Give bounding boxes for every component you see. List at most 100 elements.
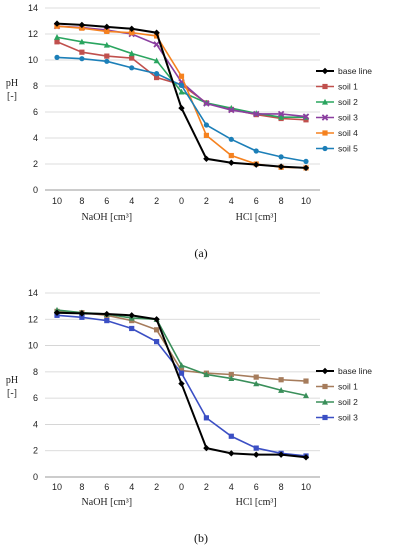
data-point — [228, 375, 235, 382]
data-point — [203, 100, 210, 107]
x-tick-label: 4 — [229, 482, 234, 492]
data-point — [277, 110, 285, 118]
x-group-label-hcl: HCl [cm³] — [236, 497, 277, 508]
data-point — [278, 114, 285, 120]
data-point — [53, 309, 61, 316]
data-point — [303, 158, 309, 164]
data-point — [103, 41, 110, 48]
x-tick-label: 8 — [79, 482, 84, 492]
data-point — [228, 371, 234, 378]
data-point — [228, 159, 235, 166]
chart-panel-1: 0 2 4 6 8 10 12 14 10 8 6 4 2 0 2 4 6 8 10 NaOH [cm³] HCl [c… — [6, 3, 372, 223]
x-group-label-naoh: NaOH [cm³] — [82, 497, 132, 508]
data-point — [79, 314, 85, 320]
data-point — [252, 110, 260, 118]
series-base-line — [53, 309, 310, 461]
legend: base line soil 1 soil 2 soil 3 soil 4 soil 5 — [316, 66, 372, 154]
x-tick-label: 8 — [79, 196, 84, 206]
x-tick-label: 6 — [104, 196, 109, 206]
series-base-line — [53, 20, 310, 172]
x-tick-label: 2 — [204, 482, 209, 492]
data-point — [78, 310, 86, 317]
x-tick-label: 0 — [179, 482, 184, 492]
data-point — [203, 371, 210, 378]
x-tick-label: 4 — [129, 196, 134, 206]
y-tick-label: 2 — [33, 159, 38, 169]
chart-panel-2: 0 2 4 6 8 10 12 14 10 8 6 4 2 0 2 4 6 8 10 NaOH [cm³] HCl [c… — [6, 288, 372, 508]
legend-label: soil 2 — [338, 97, 358, 107]
data-point — [129, 325, 135, 332]
x-tick-label: 10 — [52, 196, 62, 206]
legend-label: soil 3 — [338, 113, 358, 123]
legend-marker — [322, 414, 328, 421]
data-point — [228, 136, 234, 142]
data-point — [253, 380, 260, 387]
data-point — [153, 41, 160, 48]
series-soil-3 — [53, 22, 310, 120]
data-point — [153, 29, 160, 36]
data-point — [277, 163, 285, 170]
data-point — [178, 367, 185, 374]
legend-marker — [322, 398, 328, 405]
data-point — [278, 377, 284, 383]
y-tick-label: 4 — [33, 419, 38, 429]
legend-marker — [322, 145, 328, 152]
data-point — [203, 155, 210, 162]
x-group-label-hcl: HCl [cm³] — [236, 212, 277, 223]
legend-marker — [322, 130, 328, 136]
legend-marker — [322, 383, 328, 390]
data-point — [103, 310, 110, 318]
y-tick-label: 6 — [33, 107, 38, 117]
data-point — [178, 82, 185, 88]
legend-label: soil 4 — [338, 128, 358, 138]
data-point — [178, 88, 185, 95]
legend-label: soil 1 — [338, 82, 358, 92]
data-point — [104, 318, 110, 324]
data-point — [178, 380, 185, 387]
data-point — [178, 370, 185, 376]
x-tick-label: 8 — [279, 482, 284, 492]
data-point — [253, 451, 260, 458]
data-point — [228, 106, 235, 114]
data-point — [128, 312, 135, 319]
x-tick-label: 10 — [301, 196, 311, 206]
data-point — [278, 154, 284, 160]
data-point — [203, 444, 210, 452]
data-point — [203, 132, 209, 138]
data-point — [154, 33, 160, 39]
y-tick-label: 0 — [33, 185, 38, 195]
y-axis-label: pH — [6, 78, 18, 89]
data-point — [253, 148, 259, 154]
y-tick-label: 12 — [28, 314, 38, 324]
series-line — [56, 22, 307, 169]
data-point — [78, 38, 85, 45]
data-point — [302, 113, 310, 120]
data-point — [302, 164, 310, 172]
data-point — [302, 454, 310, 461]
y-axis-label: [-] — [7, 91, 17, 102]
data-point — [104, 28, 110, 34]
data-point — [54, 39, 60, 45]
series-line — [56, 25, 307, 118]
y-axis-label: [-] — [7, 388, 17, 399]
y-tick-label: 0 — [33, 472, 38, 482]
y-tick-label: 4 — [33, 133, 38, 143]
legend-marker — [321, 114, 329, 121]
data-point — [79, 25, 85, 31]
data-point — [103, 23, 110, 31]
legend-label: soil 2 — [338, 397, 358, 407]
data-point — [303, 378, 309, 384]
data-point — [203, 415, 209, 421]
data-point — [128, 50, 135, 57]
data-point — [104, 53, 110, 59]
legend-marker — [321, 67, 329, 75]
data-point — [154, 339, 160, 345]
x-tick-label: 2 — [154, 482, 159, 492]
legend: base line soil 1 soil 2 soil 3 — [316, 366, 372, 423]
x-tick-label: 10 — [301, 482, 311, 492]
panel-caption: (a) — [194, 246, 207, 260]
data-point — [253, 374, 259, 380]
data-point — [178, 73, 185, 79]
data-point — [303, 392, 309, 399]
